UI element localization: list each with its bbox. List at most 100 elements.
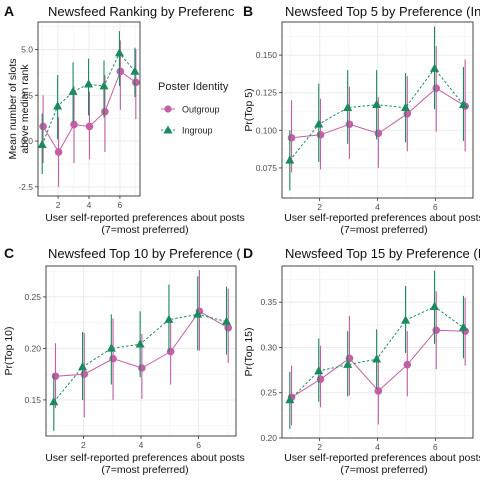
y-tick-label: 5.0 (21, 44, 33, 54)
point (372, 354, 382, 363)
panel-border (37, 21, 141, 197)
point (374, 129, 383, 138)
point (372, 99, 382, 108)
chart-title: Newsfeed Top 15 by Preference (I (285, 246, 480, 261)
legend-title: Poster Identity (158, 81, 229, 93)
point (287, 134, 296, 142)
point (109, 354, 117, 363)
point (164, 314, 174, 323)
panel-border (281, 21, 474, 199)
y-axis-label: Mean number of slots (7, 59, 19, 160)
panel-d: D Newsfeed Top 15 by Preference (I 2 4 6 0.20… (243, 245, 480, 476)
point (135, 339, 145, 348)
legend-item-ingroup: Ingroup (161, 125, 213, 136)
point (101, 107, 109, 116)
point (70, 120, 78, 129)
legend-item-outgroup: Outgroup (161, 105, 220, 115)
y-tick-label: 0.15 (24, 395, 41, 405)
point (53, 101, 63, 110)
series-ingroup (285, 26, 468, 191)
point (49, 397, 59, 406)
chart-title: Newsfeed Top 5 by Preference (In (285, 4, 480, 19)
series-ingroup (285, 270, 468, 429)
ingroup-marker-icon (163, 125, 173, 134)
x-tick-label: 4 (375, 202, 380, 212)
point (78, 361, 88, 371)
point (132, 78, 140, 87)
legend-label-outgroup: Outgroup (182, 105, 220, 115)
panel-tag: C (4, 245, 14, 261)
point (345, 120, 354, 129)
point (430, 63, 440, 72)
point (458, 99, 468, 108)
y-tick-label: 0.100 (256, 125, 278, 135)
point (80, 370, 89, 378)
y-tick-label: 0.20 (24, 343, 41, 353)
y-tick-label: 0.25 (24, 292, 41, 302)
point (130, 66, 140, 75)
point (51, 372, 60, 381)
point (285, 155, 295, 164)
x-axis-label: (7=most preferred) (340, 224, 427, 236)
y-tick-label: 0.20 (260, 433, 277, 443)
point (403, 360, 412, 369)
point (68, 86, 78, 95)
y-tick-label: 0.25 (260, 388, 277, 398)
y-axis-label: Pr(Top 5) (243, 88, 255, 131)
chart-title: Newsfeed Top 10 by Preference (I (48, 246, 244, 261)
legend: Poster Identity Outgroup Ingroup (158, 81, 229, 136)
y-tick-label: 0.30 (260, 342, 277, 352)
point (138, 364, 146, 372)
panel-c: C Newsfeed Top 10 by Preference (I 2 4 6 0.15… (3, 245, 245, 476)
point (316, 375, 325, 383)
y-tick-label: 0.0 (21, 136, 33, 146)
x-tick-label: 6 (433, 442, 438, 452)
axes: 2 4 6 0.15 0.20 0.25 User self-reported prefer… (3, 292, 245, 476)
panel-tag: D (243, 245, 253, 261)
y-axis-label: Pr(Top 10) (3, 326, 15, 375)
x-tick-label: 4 (87, 200, 92, 210)
panel-tag: A (4, 3, 14, 19)
point (401, 315, 411, 324)
x-tick-label: 4 (139, 440, 144, 450)
x-axis-label: User self-reported preferences about pos… (45, 212, 245, 224)
x-axis-label: (7=most preferred) (101, 224, 188, 236)
x-tick-label: 2 (56, 200, 61, 210)
x-tick-label: 6 (196, 440, 201, 450)
point (85, 122, 94, 131)
x-tick-label: 6 (433, 202, 438, 212)
point (37, 139, 47, 148)
y-tick-label: 0.125 (256, 88, 278, 98)
point (403, 109, 412, 118)
x-tick-label: 6 (118, 200, 123, 210)
series-ingroup (37, 31, 140, 175)
series-ingroup (49, 276, 231, 431)
x-axis-label: (7=most preferred) (340, 464, 427, 476)
outgroup-marker-icon (164, 105, 172, 113)
y-axis-label: above median rank (19, 64, 31, 154)
point (222, 316, 231, 325)
point (193, 309, 203, 318)
y-tick-label: 0.150 (256, 50, 278, 60)
y-tick-label: -2.5 (18, 182, 33, 192)
point (430, 301, 440, 310)
point (432, 84, 441, 92)
y-axis-label: Pr(Top 15) (243, 327, 255, 376)
axes: 2 4 6 -2.5 0.0 2.5 5.0 User self-reported prefe… (7, 44, 245, 236)
point (432, 326, 441, 335)
point (106, 343, 116, 352)
y-tick-label: 0.35 (260, 297, 277, 307)
panel-b: B Newsfeed Top 5 by Preference (In 2 4 6 0.07… (243, 3, 480, 236)
x-axis-label: User self-reported preferences about pos… (45, 452, 245, 464)
x-tick-label: 2 (317, 202, 322, 212)
y-tick-label: 0.075 (256, 163, 278, 173)
point (114, 48, 124, 57)
x-tick-label: 2 (81, 440, 86, 450)
axes: 2 4 6 0.075 0.100 0.125 0.150 User self-reporte… (243, 50, 480, 236)
point (166, 347, 175, 356)
point (374, 387, 383, 395)
panel-a: A Newsfeed Ranking by Preferenc 2 4 6 -2.5 0.0… (4, 3, 245, 236)
point (345, 354, 354, 363)
panel-tag: B (243, 3, 253, 19)
